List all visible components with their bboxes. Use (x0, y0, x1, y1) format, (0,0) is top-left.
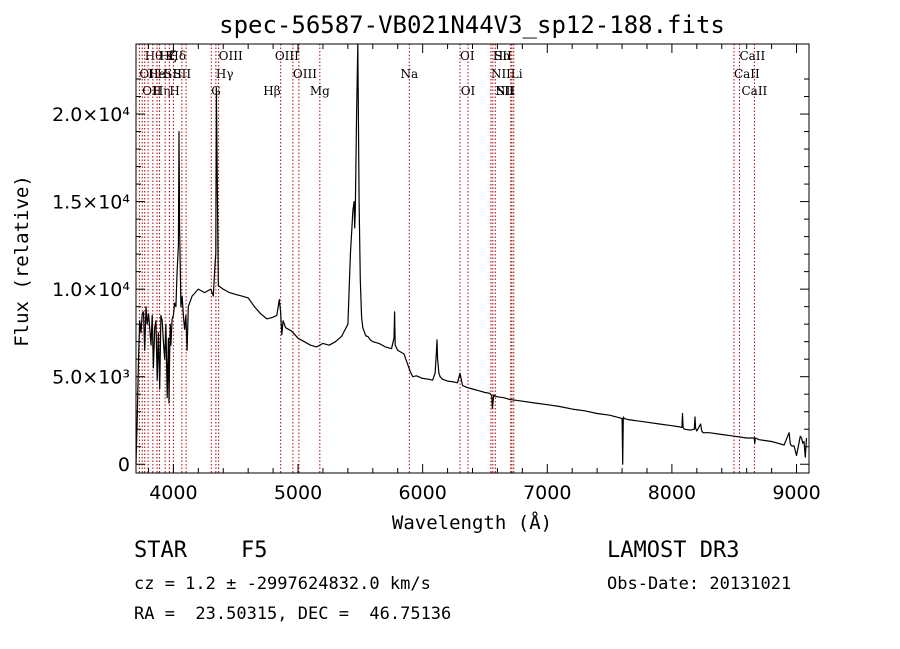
line-label-21: OI (461, 84, 476, 98)
plot-area: OIIOIIHθHeHηHιHζKHSIISIIHδGHγOIIIHβOIIIO… (52, 43, 821, 504)
line-label-11: Hδ (168, 49, 186, 63)
object-subclass: F5 (241, 538, 268, 563)
line-label-30: CaII (741, 84, 767, 98)
y-tick-label-10000: 1.0×10⁴ (52, 279, 130, 301)
coordinates: RA = 23.50315, DEC = 46.75136 (134, 604, 452, 624)
line-label-20: OI (460, 49, 475, 63)
x-tick-label-7000: 7000 (523, 482, 571, 504)
line-label-25: Li (511, 67, 523, 81)
line-label-27: SII (496, 84, 514, 98)
line-label-18: Mg (310, 84, 330, 98)
line-label-22: NII (491, 67, 511, 81)
plot-frame (135, 43, 810, 474)
y-tick-label-20000: 2.0×10⁴ (52, 104, 130, 126)
x-tick-label-4000: 4000 (149, 482, 197, 504)
y-axis-label: Flux (relative) (11, 175, 33, 347)
y-tick-label-0: 0 (118, 454, 130, 476)
y-tick-label-15000: 1.5×10⁴ (52, 192, 130, 214)
survey-label: LAMOST DR3 (607, 538, 740, 563)
x-tick-label-9000: 9000 (772, 482, 820, 504)
line-label-7: K (165, 49, 175, 63)
line-label-5: Hι (157, 67, 172, 81)
obs-date: Obs-Date: 20131021 (607, 574, 792, 594)
x-axis-label: Wavelength (Å) (392, 511, 552, 534)
line-label-17: OIII (275, 49, 299, 63)
x-tick-label-6000: 6000 (398, 482, 446, 504)
line-label-9: SII (173, 67, 191, 81)
line-label-29: CaII (739, 49, 765, 63)
line-label-16: OIII (293, 67, 317, 81)
line-label-10: SII (164, 67, 182, 81)
line-label-26: SII (494, 49, 512, 63)
line-label-3: He (148, 67, 166, 81)
y-tick-label-5000: 5.0×10³ (52, 367, 130, 389)
redshift-readout: cz = 1.2 ± -2997624832.0 km/s (134, 574, 431, 594)
x-tick-label-8000: 8000 (648, 482, 696, 504)
line-label-19: Na (400, 67, 418, 81)
line-label-13: Hγ (216, 67, 234, 81)
object-class: STAR (134, 538, 187, 563)
x-tick-label-5000: 5000 (274, 482, 322, 504)
spectrum-line (135, 43, 808, 465)
line-label-6: Hζ (160, 49, 177, 63)
chart-title: spec-56587-VB021N44V3_sp12-188.fits (219, 11, 725, 39)
line-label-28: CaII (734, 67, 760, 81)
line-label-0: OII (139, 67, 159, 81)
line-label-14: OIII (219, 49, 243, 63)
line-label-2: Hθ (145, 49, 163, 63)
line-label-15: Hβ (263, 84, 280, 98)
line-label-4: Hη (153, 84, 171, 98)
line-label-23: Hα (493, 49, 512, 63)
line-label-8: H (169, 84, 179, 98)
